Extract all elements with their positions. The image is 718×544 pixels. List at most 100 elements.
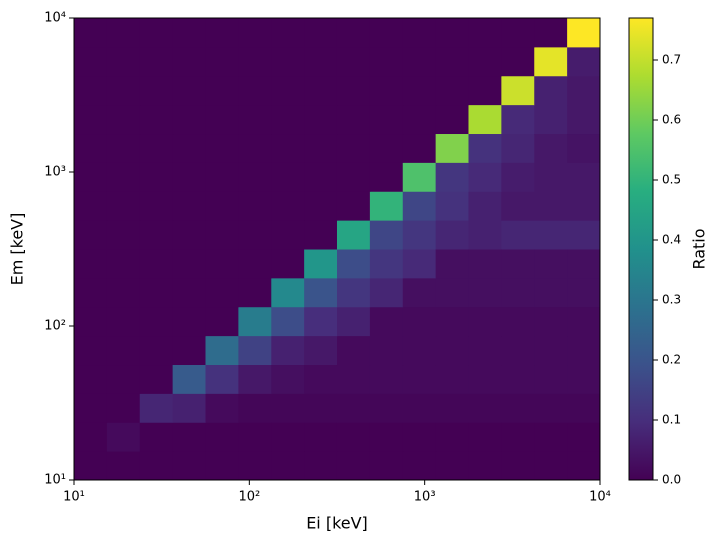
- heatmap-cell: [534, 364, 568, 394]
- heatmap-cell: [205, 46, 239, 77]
- heatmap-cell: [172, 162, 206, 192]
- heatmap-cell: [501, 104, 535, 135]
- heatmap-cell: [567, 422, 601, 452]
- heatmap-cell: [74, 335, 108, 366]
- heatmap-cell: [336, 162, 371, 192]
- heatmap-cell: [271, 335, 305, 366]
- heatmap-cell: [106, 277, 141, 308]
- heatmap-cell: [172, 364, 206, 394]
- heatmap-cell: [172, 191, 206, 221]
- heatmap-cell: [435, 306, 469, 337]
- heatmap-cell: [106, 249, 141, 279]
- heatmap-cell: [172, 220, 206, 250]
- x-axis-label: Ei [keV]: [306, 514, 368, 533]
- heatmap-cell: [567, 18, 601, 48]
- heatmap-cell: [139, 249, 174, 279]
- heatmap-cell: [336, 191, 371, 221]
- heatmap-cell: [139, 104, 174, 135]
- heatmap-cell: [336, 422, 371, 452]
- heatmap-cell: [172, 277, 206, 308]
- heatmap-cell: [435, 133, 469, 163]
- heatmap-cell: [369, 335, 404, 366]
- heatmap-cell: [106, 18, 141, 48]
- heatmap-cell: [172, 306, 206, 337]
- heatmap-cell: [106, 335, 141, 366]
- heatmap-cell: [435, 335, 469, 366]
- plot-frame: [73, 17, 601, 481]
- heatmap-cell: [501, 335, 535, 366]
- heatmap-cell: [139, 393, 174, 423]
- heatmap-cell: [172, 18, 206, 48]
- heatmap-cell: [468, 191, 502, 221]
- heatmap-cell: [435, 422, 469, 452]
- heatmap-cell: [435, 18, 469, 48]
- heatmap-cell: [304, 451, 338, 481]
- heatmap-cell: [402, 422, 437, 452]
- heatmap-cell: [567, 451, 601, 481]
- heatmap-cell: [238, 220, 272, 250]
- heatmap-cell: [304, 335, 338, 366]
- heatmap-cell: [336, 46, 371, 77]
- heatmap-cell: [74, 393, 108, 423]
- heatmap-cell: [336, 335, 371, 366]
- heatmap-cell: [534, 220, 568, 250]
- heatmap-cell: [271, 104, 305, 135]
- heatmap-cell: [501, 306, 535, 337]
- heatmap-cell: [172, 451, 206, 481]
- heatmap-cell: [567, 393, 601, 423]
- heatmap-cell: [238, 335, 272, 366]
- heatmap-cell: [468, 277, 502, 308]
- heatmap-cell: [205, 133, 239, 163]
- heatmap-cell: [139, 220, 174, 250]
- colorbar-tick-label: 0.7: [662, 53, 681, 67]
- heatmap-cell: [534, 104, 568, 135]
- heatmap-cell: [534, 422, 568, 452]
- heatmap-cell: [271, 364, 305, 394]
- heatmap-cell: [402, 191, 437, 221]
- heatmap-cell: [304, 249, 338, 279]
- y-tick-label: 10²: [44, 319, 66, 334]
- colorbar-tick-label: 0.5: [662, 173, 681, 187]
- heatmap-cell: [139, 133, 174, 163]
- heatmap-cell: [205, 162, 239, 192]
- heatmap-cell: [205, 75, 239, 106]
- heatmap-cell: [205, 393, 239, 423]
- heatmap-cell: [501, 364, 535, 394]
- heatmap-cell: [238, 104, 272, 135]
- heatmap-cell: [238, 451, 272, 481]
- heatmap-cell: [139, 364, 174, 394]
- heatmap-cell: [205, 220, 239, 250]
- heatmap-cell: [567, 249, 601, 279]
- heatmap-cell: [238, 306, 272, 337]
- colorbar-tick-label: 0.1: [662, 413, 681, 427]
- x-tick-label: 10⁴: [589, 490, 611, 505]
- colorbar-tick-label: 0.2: [662, 353, 681, 367]
- x-tick-label: 10²: [238, 490, 260, 505]
- heatmap-cell: [534, 277, 568, 308]
- heatmap-cell: [501, 220, 535, 250]
- heatmap-cell: [106, 75, 141, 106]
- heatmap-cell: [468, 422, 502, 452]
- heatmap-cell: [435, 46, 469, 77]
- heatmap-cell: [501, 18, 535, 48]
- heatmap-cell: [304, 277, 338, 308]
- y-tick-label: 10⁴: [44, 11, 66, 26]
- heatmap-cell: [304, 306, 338, 337]
- heatmap-cell: [304, 18, 338, 48]
- heatmap-cell: [501, 75, 535, 106]
- heatmap-cell: [501, 46, 535, 77]
- heatmap-cell: [501, 133, 535, 163]
- heatmap-cell: [468, 75, 502, 106]
- heatmap-cell: [534, 46, 568, 77]
- colorbar-tick-label: 0.4: [662, 233, 681, 247]
- heatmap-cell: [468, 104, 502, 135]
- heatmap-cell: [336, 133, 371, 163]
- heatmap-cell: [402, 393, 437, 423]
- heatmap-cell: [402, 249, 437, 279]
- heatmap-cell: [106, 393, 141, 423]
- heatmap-cell: [534, 75, 568, 106]
- heatmap-cell: [106, 451, 141, 481]
- heatmap-cell: [369, 277, 404, 308]
- heatmap-cell: [567, 46, 601, 77]
- heatmap-cell: [336, 249, 371, 279]
